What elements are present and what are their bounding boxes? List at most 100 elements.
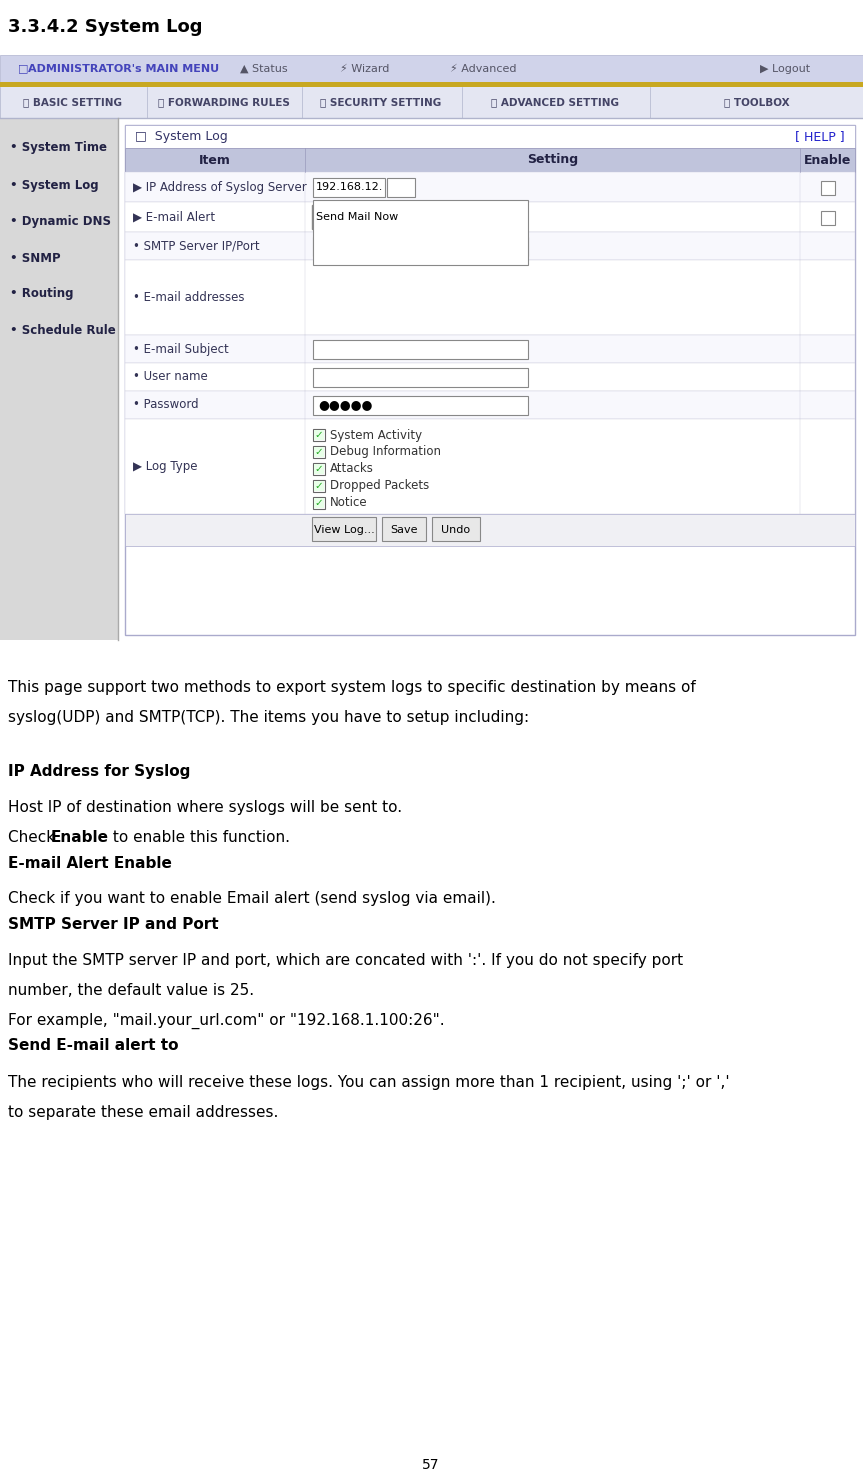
Text: syslog(UDP) and SMTP(TCP). The items you have to setup including:: syslog(UDP) and SMTP(TCP). The items you… (8, 709, 529, 726)
Text: Send E-mail alert to: Send E-mail alert to (8, 1039, 179, 1054)
Bar (125, 260, 855, 335)
Text: 🔧 ADVANCED SETTING: 🔧 ADVANCED SETTING (491, 98, 619, 107)
Text: to separate these email addresses.: to separate these email addresses. (8, 1104, 279, 1119)
FancyBboxPatch shape (312, 516, 376, 542)
Bar (125, 513, 855, 546)
Text: ✓: ✓ (314, 447, 323, 457)
Text: 🔧 TOOLBOX: 🔧 TOOLBOX (724, 98, 790, 107)
FancyBboxPatch shape (382, 516, 426, 542)
Text: • Password: • Password (133, 399, 198, 411)
Text: ⚡ Wizard: ⚡ Wizard (340, 64, 389, 74)
Bar (314, 499, 324, 508)
Bar (314, 430, 324, 439)
Text: This page support two methods to export system logs to specific destination by m: This page support two methods to export … (8, 680, 696, 695)
Text: Enable: Enable (803, 153, 851, 166)
Bar (313, 463, 325, 475)
Bar (125, 125, 855, 148)
Text: System Activity: System Activity (330, 429, 422, 442)
Bar (125, 335, 855, 364)
Text: Check: Check (8, 830, 60, 844)
Text: ▶ IP Address of Syslog Server: ▶ IP Address of Syslog Server (133, 181, 306, 193)
Text: number, the default value is 25.: number, the default value is 25. (8, 982, 254, 999)
Text: ▲ Status: ▲ Status (240, 64, 287, 74)
Bar (125, 202, 855, 232)
Text: to enable this function.: to enable this function. (108, 830, 290, 844)
Text: For example, "mail.your_url.com" or "192.168.1.100:26".: For example, "mail.your_url.com" or "192… (8, 1014, 444, 1030)
Text: Item: Item (199, 153, 231, 166)
Bar (313, 237, 528, 257)
Bar (313, 368, 528, 387)
Text: Setting: Setting (527, 153, 578, 166)
Bar (821, 181, 835, 194)
Bar (125, 364, 855, 390)
FancyBboxPatch shape (432, 516, 480, 542)
Bar (125, 125, 855, 635)
Text: • SNMP: • SNMP (10, 251, 60, 264)
Text: 192.168.12.: 192.168.12. (316, 183, 383, 191)
Bar (314, 447, 324, 457)
Bar (313, 200, 528, 266)
Text: Send Mail Now: Send Mail Now (316, 212, 398, 223)
Text: ✓: ✓ (314, 430, 323, 439)
Bar (0, 119, 118, 640)
Text: ●●●●●: ●●●●● (318, 399, 372, 411)
Text: □: □ (18, 64, 28, 74)
Text: Debug Information: Debug Information (330, 445, 441, 459)
Bar (125, 418, 855, 513)
Text: 57: 57 (422, 1457, 440, 1472)
Text: Check if you want to enable Email alert (send syslog via email).: Check if you want to enable Email alert … (8, 892, 496, 907)
Text: ▶ Logout: ▶ Logout (760, 64, 810, 74)
Text: ✓: ✓ (314, 481, 323, 491)
Text: • SMTP Server IP/Port: • SMTP Server IP/Port (133, 239, 260, 252)
Bar (313, 178, 385, 197)
Text: Host IP of destination where syslogs will be sent to.: Host IP of destination where syslogs wil… (8, 800, 402, 815)
Text: Dropped Packets: Dropped Packets (330, 479, 429, 493)
Text: 📋 FORWARDING RULES: 📋 FORWARDING RULES (158, 98, 289, 107)
Text: E-mail Alert Enable: E-mail Alert Enable (8, 855, 172, 871)
Bar (125, 390, 855, 418)
Text: Notice: Notice (330, 497, 368, 509)
Text: • Dynamic DNS: • Dynamic DNS (10, 215, 111, 229)
Bar (0, 82, 863, 88)
Text: • E-mail Subject: • E-mail Subject (133, 343, 229, 356)
Bar (0, 55, 863, 82)
Text: [ HELP ]: [ HELP ] (796, 131, 845, 142)
Text: ADMINISTRATOR's MAIN MENU: ADMINISTRATOR's MAIN MENU (28, 64, 219, 74)
Bar (314, 481, 324, 491)
Text: IP Address for Syslog: IP Address for Syslog (8, 764, 191, 779)
Text: • User name: • User name (133, 371, 208, 383)
Text: • Routing: • Routing (10, 288, 73, 300)
Text: • Schedule Rule: • Schedule Rule (10, 324, 116, 337)
Text: Enable: Enable (51, 830, 109, 844)
Bar (821, 211, 835, 226)
Text: Input the SMTP server IP and port, which are concated with ':'. If you do not sp: Input the SMTP server IP and port, which… (8, 953, 683, 968)
Text: ▶ E-mail Alert: ▶ E-mail Alert (133, 211, 215, 224)
Bar (387, 178, 415, 197)
Text: SMTP Server IP and Port: SMTP Server IP and Port (8, 917, 218, 932)
Bar (125, 148, 855, 172)
Text: ▶ Log Type: ▶ Log Type (133, 460, 198, 473)
Bar (0, 88, 863, 119)
Bar (313, 429, 325, 441)
Text: The recipients who will receive these logs. You can assign more than 1 recipient: The recipients who will receive these lo… (8, 1074, 729, 1089)
Bar (313, 396, 528, 416)
Text: Save: Save (390, 525, 418, 536)
Bar (314, 464, 324, 473)
Text: ✓: ✓ (314, 464, 323, 473)
Text: 3.3.4.2 System Log: 3.3.4.2 System Log (8, 18, 203, 36)
Bar (313, 447, 325, 459)
Text: 🔒 SECURITY SETTING: 🔒 SECURITY SETTING (320, 98, 442, 107)
Text: 📋 BASIC SETTING: 📋 BASIC SETTING (23, 98, 122, 107)
Text: ✓: ✓ (314, 499, 323, 508)
Text: View Log...: View Log... (313, 525, 375, 536)
Text: • System Time: • System Time (10, 141, 107, 154)
Text: □  System Log: □ System Log (135, 131, 228, 142)
Text: • E-mail addresses: • E-mail addresses (133, 291, 244, 304)
Bar (313, 479, 325, 493)
Bar (313, 497, 325, 509)
Text: • System Log: • System Log (10, 178, 98, 191)
Bar (125, 232, 855, 260)
Text: ⚡ Advanced: ⚡ Advanced (450, 64, 516, 74)
Text: Attacks: Attacks (330, 463, 374, 475)
Text: Undo: Undo (442, 525, 470, 536)
